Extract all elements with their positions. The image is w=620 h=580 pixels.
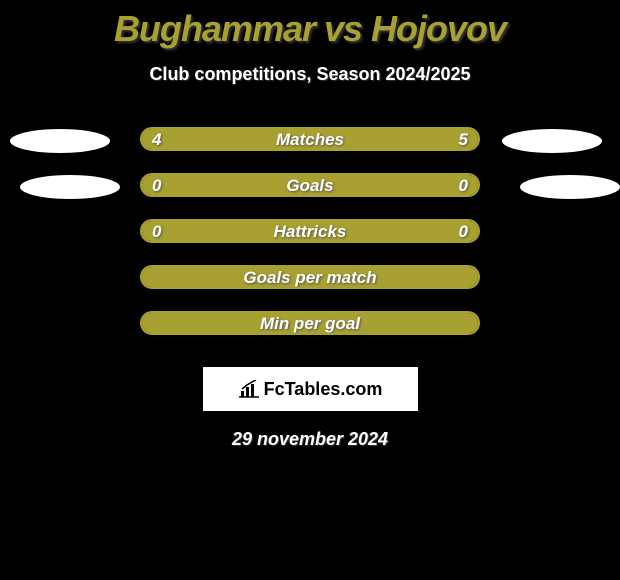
stat-bar: 00Goals	[140, 173, 480, 197]
stat-label: Hattricks	[142, 222, 478, 242]
stat-bar: Min per goal	[140, 311, 480, 335]
stat-row: 00Goals	[0, 173, 620, 219]
logo-text: FcTables.com	[264, 379, 383, 400]
stat-bar: Goals per match	[140, 265, 480, 289]
bar-chart-icon	[238, 380, 260, 398]
stat-label: Goals	[142, 176, 478, 196]
stat-row: Goals per match	[0, 265, 620, 311]
stat-bar: 45Matches	[140, 127, 480, 151]
page-title: Bughammar vs Hojovov	[0, 0, 620, 50]
stat-label: Matches	[142, 130, 478, 150]
stat-row: 45Matches	[0, 127, 620, 173]
stat-row: 00Hattricks	[0, 219, 620, 265]
comparison-infographic: Bughammar vs Hojovov Club competitions, …	[0, 0, 620, 450]
page-subtitle: Club competitions, Season 2024/2025	[0, 64, 620, 85]
stats-area: 45Matches 00Goals 00Hattricks Goals per mat…	[0, 127, 620, 357]
player-pill-right	[502, 129, 602, 153]
stat-bar: 00Hattricks	[140, 219, 480, 243]
player-pill-left	[10, 129, 110, 153]
stat-label: Min per goal	[142, 314, 478, 334]
logo-box: FcTables.com	[203, 367, 418, 411]
date-text: 29 november 2024	[0, 429, 620, 450]
player-pill-right	[520, 175, 620, 199]
logo: FcTables.com	[238, 379, 383, 400]
stat-row: Min per goal	[0, 311, 620, 357]
stat-label: Goals per match	[142, 268, 478, 288]
player-pill-left	[20, 175, 120, 199]
